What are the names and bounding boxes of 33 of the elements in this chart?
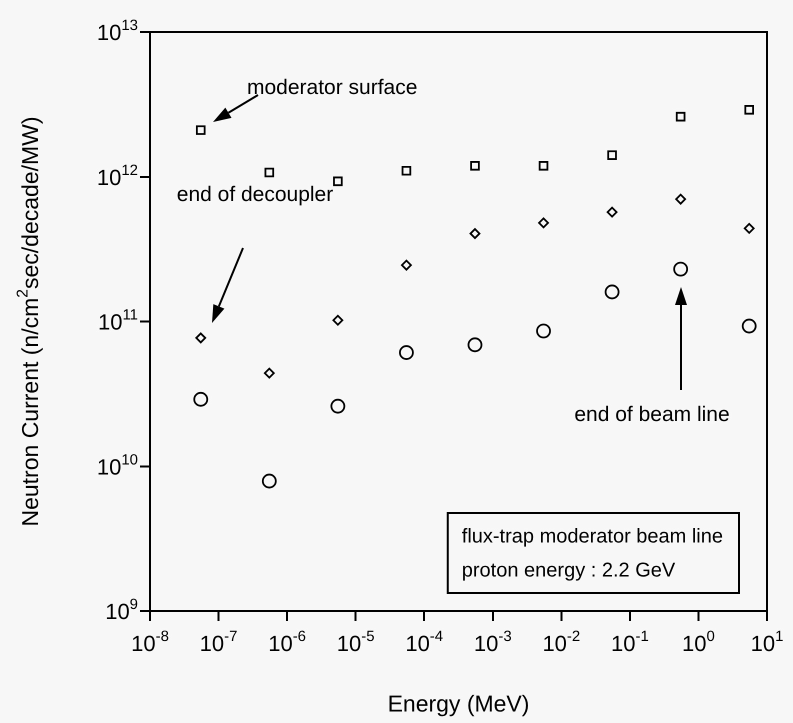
x-axis-title: Energy (MeV)	[388, 690, 530, 717]
point	[195, 332, 206, 344]
annotation: end of decoupler	[176, 182, 334, 206]
point	[264, 168, 274, 178]
point	[196, 125, 206, 135]
point	[744, 222, 755, 234]
point	[399, 345, 414, 360]
point	[264, 368, 275, 379]
annotation: moderator surface	[247, 76, 418, 99]
point	[470, 228, 480, 239]
point	[675, 194, 686, 205]
point	[401, 260, 412, 271]
point	[604, 284, 620, 300]
point	[538, 161, 548, 171]
annotation: end of beam line	[574, 402, 730, 426]
point	[742, 318, 757, 334]
point	[193, 392, 208, 407]
point	[536, 324, 551, 338]
point	[673, 262, 688, 277]
point	[330, 398, 346, 414]
annotation: flux-trap moderator beam line proton energy : 2.2 GeV	[462, 526, 724, 582]
y-axis-title: Neutron Current (n/cm2sec/decade/MW)	[14, 116, 43, 527]
point	[333, 176, 343, 186]
point	[607, 150, 617, 160]
point	[332, 314, 344, 326]
point	[470, 161, 480, 171]
point	[744, 105, 754, 115]
point	[606, 206, 618, 218]
point	[262, 474, 277, 488]
point	[468, 337, 482, 352]
point	[538, 217, 549, 228]
point	[402, 166, 412, 176]
point	[676, 112, 686, 122]
